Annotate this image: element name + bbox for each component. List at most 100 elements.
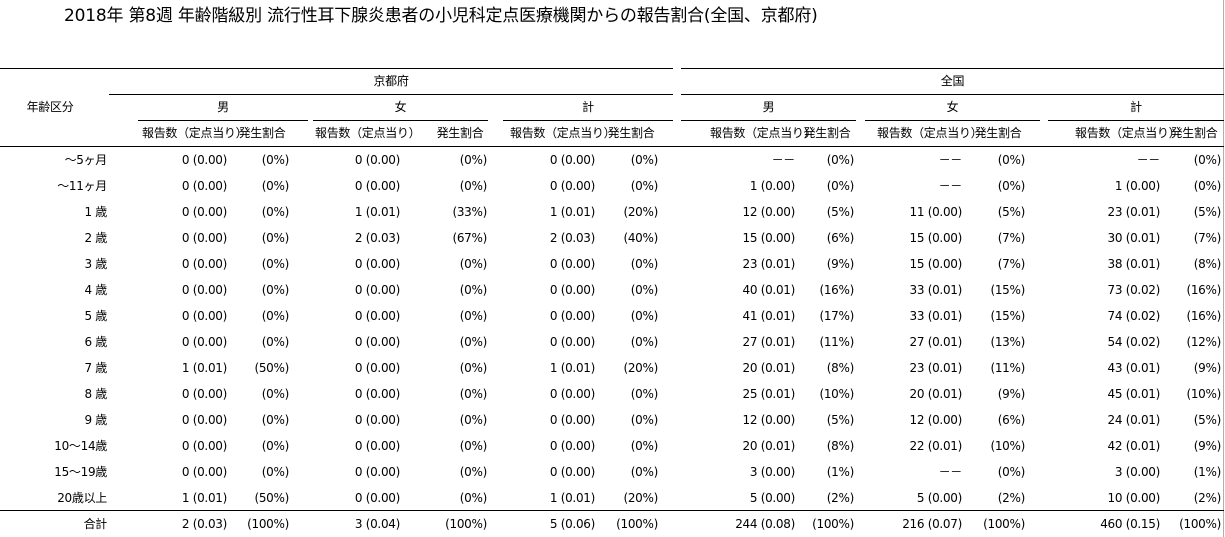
report-count-cell: 23 (0.01) [742, 257, 796, 271]
rate-cell: (0%) [630, 153, 659, 167]
report-count-cell: 45 (0.01) [1107, 387, 1161, 401]
total-report-count-cell: 3 (0.04) [354, 517, 400, 531]
rate-cell: (2%) [997, 491, 1026, 505]
report-count-cell: 33 (0.01) [909, 309, 963, 323]
age-label: 3 歳 [84, 257, 107, 271]
report-count-cell: 1 (0.01) [354, 205, 400, 219]
rate-cell: (9%) [1193, 361, 1222, 375]
report-count-cell: 0 (0.00) [354, 257, 400, 271]
rate-cell: (1%) [826, 465, 855, 479]
rate-cell: (0%) [630, 257, 659, 271]
report-count-cell: 0 (0.00) [549, 179, 595, 193]
rate-cell: (8%) [826, 439, 855, 453]
rate-cell: (0%) [459, 335, 488, 349]
sex-header-0: 男 [217, 100, 229, 114]
rate-cell: (9%) [826, 257, 855, 271]
rate-cell: (0%) [459, 257, 488, 271]
rate-cell: (5%) [1193, 205, 1222, 219]
rate-cell: (1%) [1193, 465, 1222, 479]
rate-cell: (0%) [1193, 153, 1222, 167]
rule-top-national [681, 68, 1224, 69]
rate-cell: (7%) [997, 257, 1026, 271]
report-count-header: 報告数（定点当り） [1075, 126, 1181, 140]
rate-cell: (0%) [630, 387, 659, 401]
total-rate-cell: (100%) [1179, 517, 1221, 531]
rate-cell: (0%) [1193, 179, 1222, 193]
age-label: ～5ヶ月 [64, 153, 108, 167]
frame-border [1223, 0, 1224, 537]
report-count-cell: 0 (0.00) [549, 283, 595, 297]
report-count-cell: 1 (0.01) [549, 491, 595, 505]
age-column-header: 年齢区分 [26, 100, 74, 114]
report-count-header: 報告数（定点当り） [142, 126, 248, 140]
rate-cell: (0%) [261, 153, 290, 167]
rate-cell: (0%) [826, 179, 855, 193]
rate-cell: (16%) [1186, 309, 1221, 323]
rate-cell: (0%) [459, 465, 488, 479]
rate-cell: (0%) [261, 205, 290, 219]
rate-cell: (5%) [1193, 413, 1222, 427]
report-count-cell: －－ [938, 179, 963, 193]
report-count-cell: 0 (0.00) [354, 387, 400, 401]
rate-header: 発生割合 [1170, 126, 1218, 140]
rate-cell: (7%) [1193, 231, 1222, 245]
rate-cell: (5%) [826, 413, 855, 427]
rate-cell: (6%) [997, 413, 1026, 427]
rate-cell: (20%) [623, 361, 658, 375]
rule-region-kyoto [109, 94, 673, 95]
report-count-cell: 0 (0.00) [181, 309, 227, 323]
report-count-cell: 0 (0.00) [354, 413, 400, 427]
rate-cell: (0%) [997, 465, 1026, 479]
rate-cell: (9%) [997, 387, 1026, 401]
rate-cell: (11%) [819, 335, 854, 349]
report-count-cell: 0 (0.00) [181, 231, 227, 245]
report-count-cell: 54 (0.02) [1107, 335, 1161, 349]
sex-header-1: 女 [394, 100, 407, 114]
report-count-cell: 43 (0.01) [1107, 361, 1161, 375]
report-count-cell: 1 (0.01) [181, 361, 227, 375]
report-count-cell: 1 (0.00) [749, 179, 795, 193]
report-count-cell: 15 (0.00) [909, 257, 963, 271]
report-count-cell: 23 (0.01) [1107, 205, 1161, 219]
age-label: 5 歳 [84, 309, 107, 323]
rate-cell: (0%) [261, 257, 290, 271]
report-count-cell: 2 (0.03) [354, 231, 400, 245]
rate-cell: (10%) [1186, 387, 1221, 401]
total-rate-cell: (100%) [812, 517, 854, 531]
report-count-cell: 0 (0.00) [549, 465, 595, 479]
report-count-cell: 27 (0.01) [909, 335, 963, 349]
report-count-cell: 0 (0.00) [549, 439, 595, 453]
total-report-count-cell: 460 (0.15) [1100, 517, 1160, 531]
report-count-header: 報告数（定点当り） [510, 126, 616, 140]
report-count-cell: －－ [771, 153, 796, 167]
report-count-cell: 42 (0.01) [1107, 439, 1161, 453]
age-label: 4 歳 [84, 283, 107, 297]
report-count-cell: 3 (0.00) [749, 465, 795, 479]
rate-cell: (15%) [990, 309, 1025, 323]
total-report-count-cell: 2 (0.03) [181, 517, 227, 531]
report-count-cell: 0 (0.00) [181, 179, 227, 193]
rate-cell: (50%) [254, 491, 289, 505]
report-count-cell: 27 (0.01) [742, 335, 796, 349]
rate-cell: (2%) [826, 491, 855, 505]
rate-cell: (0%) [630, 335, 659, 349]
report-count-cell: 1 (0.01) [549, 361, 595, 375]
rule-region-national [681, 94, 1224, 95]
report-count-cell: 0 (0.00) [181, 283, 227, 297]
rate-cell: (11%) [990, 361, 1025, 375]
age-label: 8 歳 [84, 387, 107, 401]
report-count-cell: 0 (0.00) [181, 413, 227, 427]
age-label: 9 歳 [84, 413, 107, 427]
rate-header: 発生割合 [803, 126, 851, 140]
report-count-cell: 0 (0.00) [549, 257, 595, 271]
rate-cell: (10%) [990, 439, 1025, 453]
rate-cell: (0%) [459, 153, 488, 167]
report-count-cell: 0 (0.00) [354, 283, 400, 297]
report-count-cell: 0 (0.00) [549, 309, 595, 323]
report-count-cell: 0 (0.00) [354, 179, 400, 193]
rate-cell: (15%) [990, 283, 1025, 297]
report-count-cell: 24 (0.01) [1107, 413, 1161, 427]
rule-top-kyoto [0, 68, 673, 69]
rate-cell: (13%) [990, 335, 1025, 349]
rate-cell: (0%) [826, 153, 855, 167]
